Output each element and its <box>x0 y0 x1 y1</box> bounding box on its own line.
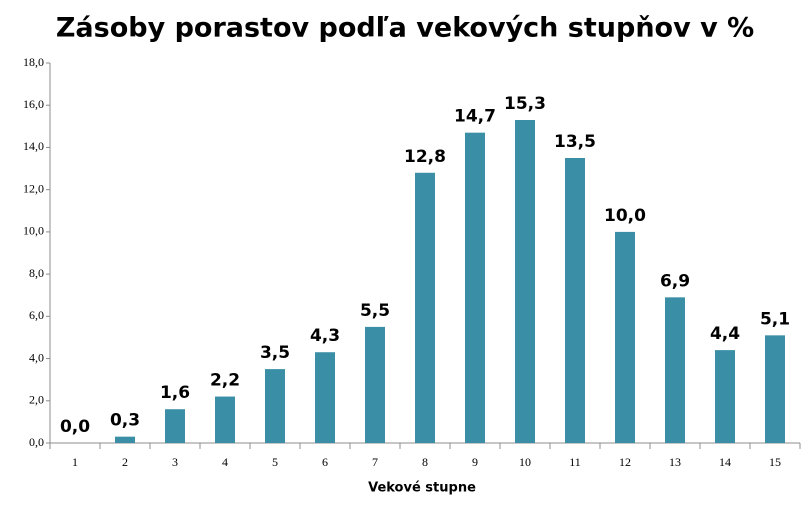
x-tick-label: 8 <box>422 455 428 469</box>
x-tick-label: 13 <box>669 455 681 469</box>
y-tick-label: 16,0 <box>23 97 44 111</box>
x-axis-title: Vekové stupne <box>368 481 476 496</box>
bar <box>565 158 585 443</box>
bar <box>465 132 485 443</box>
bar <box>115 436 135 443</box>
bar <box>665 297 685 443</box>
bar <box>265 369 285 443</box>
y-tick-label: 18,0 <box>23 55 44 69</box>
data-label: 2,2 <box>210 371 240 391</box>
data-label: 4,3 <box>310 326 340 346</box>
bar <box>165 409 185 443</box>
y-tick-label: 14,0 <box>23 139 44 153</box>
x-tick-label: 12 <box>619 455 631 469</box>
data-label: 4,4 <box>710 324 740 344</box>
data-label: 14,7 <box>454 107 496 127</box>
data-label: 3,5 <box>260 343 290 363</box>
data-label: 12,8 <box>404 147 446 167</box>
y-tick-label: 4,0 <box>29 350 44 364</box>
x-tick-label: 2 <box>122 455 128 469</box>
data-label: 6,9 <box>660 271 690 291</box>
y-tick-label: 8,0 <box>29 266 44 280</box>
x-tick-label: 1 <box>72 455 78 469</box>
y-tick-label: 12,0 <box>23 181 44 195</box>
bar <box>415 172 435 443</box>
x-tick-label: 3 <box>172 455 178 469</box>
x-tick-label: 4 <box>222 455 228 469</box>
data-label: 15,3 <box>504 94 546 114</box>
y-tick-label: 6,0 <box>29 308 44 322</box>
bar <box>765 335 785 443</box>
x-tick-label: 6 <box>322 455 328 469</box>
y-tick-label: 2,0 <box>29 393 44 407</box>
x-tick-label: 10 <box>519 455 531 469</box>
x-tick-label: 9 <box>472 455 478 469</box>
bar <box>615 231 635 443</box>
data-label: 10,0 <box>604 206 646 226</box>
x-tick-label: 7 <box>372 455 378 469</box>
bar <box>315 352 335 443</box>
x-tick-label: 14 <box>719 455 731 469</box>
x-tick-label: 15 <box>769 455 781 469</box>
data-label: 13,5 <box>554 132 596 152</box>
chart-title: Zásoby porastov podľa vekových stupňov v… <box>56 13 754 44</box>
bar <box>515 120 535 443</box>
y-tick-label: 10,0 <box>23 224 44 238</box>
data-label: 5,1 <box>760 309 790 329</box>
bar <box>215 396 235 443</box>
data-label: 0,0 <box>60 417 90 437</box>
data-label: 5,5 <box>360 301 390 321</box>
x-tick-label: 5 <box>272 455 278 469</box>
data-label: 0,3 <box>110 411 140 431</box>
data-label: 1,6 <box>160 383 190 403</box>
bar <box>365 326 385 443</box>
bar <box>715 350 735 443</box>
x-tick-label: 11 <box>569 455 581 469</box>
y-tick-label: 0,0 <box>29 435 44 449</box>
